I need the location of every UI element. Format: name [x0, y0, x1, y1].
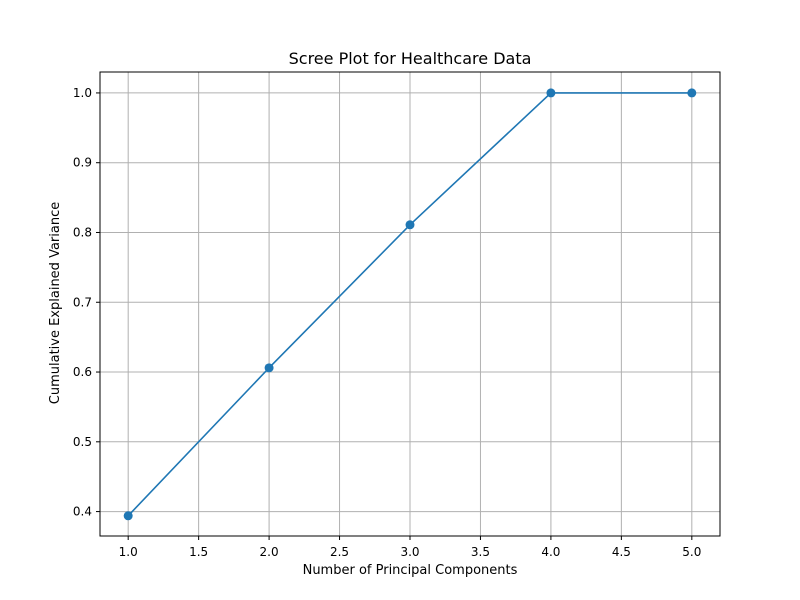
x-tick-label: 2.5 — [330, 545, 349, 559]
chart-title: Scree Plot for Healthcare Data — [289, 49, 532, 68]
x-tick-label: 3.5 — [471, 545, 490, 559]
grid-layer — [100, 72, 720, 536]
y-tick-label: 0.4 — [73, 505, 92, 519]
y-tick-label: 1.0 — [73, 86, 92, 100]
x-tick-label: 4.0 — [541, 545, 560, 559]
x-tick-label: 4.5 — [612, 545, 631, 559]
y-tick-label: 0.7 — [73, 295, 92, 309]
y-axis-label: Cumulative Explained Variance — [48, 202, 63, 404]
data-point — [546, 88, 556, 98]
x-tick-label: 1.0 — [119, 545, 138, 559]
y-tick-label: 0.8 — [73, 225, 92, 239]
x-tick-label: 2.0 — [260, 545, 279, 559]
data-point — [264, 363, 274, 373]
data-point — [123, 511, 133, 521]
y-tick-label: 0.6 — [73, 365, 92, 379]
x-tick-label: 1.5 — [189, 545, 208, 559]
series-layer — [123, 88, 697, 521]
data-point — [405, 220, 415, 230]
y-tick-label: 0.9 — [73, 156, 92, 170]
data-point — [687, 88, 697, 98]
tick-layer: 1.0 1.5 2.0 2.5 3.0 3.5 4.0 4.5 5.0 0.4 0.5 0.6 0.7 0… — [73, 86, 701, 559]
x-tick-label: 3.0 — [400, 545, 419, 559]
x-axis-label: Number of Principal Components — [303, 563, 518, 578]
y-tick-label: 0.5 — [73, 435, 92, 449]
x-tick-label: 5.0 — [682, 545, 701, 559]
